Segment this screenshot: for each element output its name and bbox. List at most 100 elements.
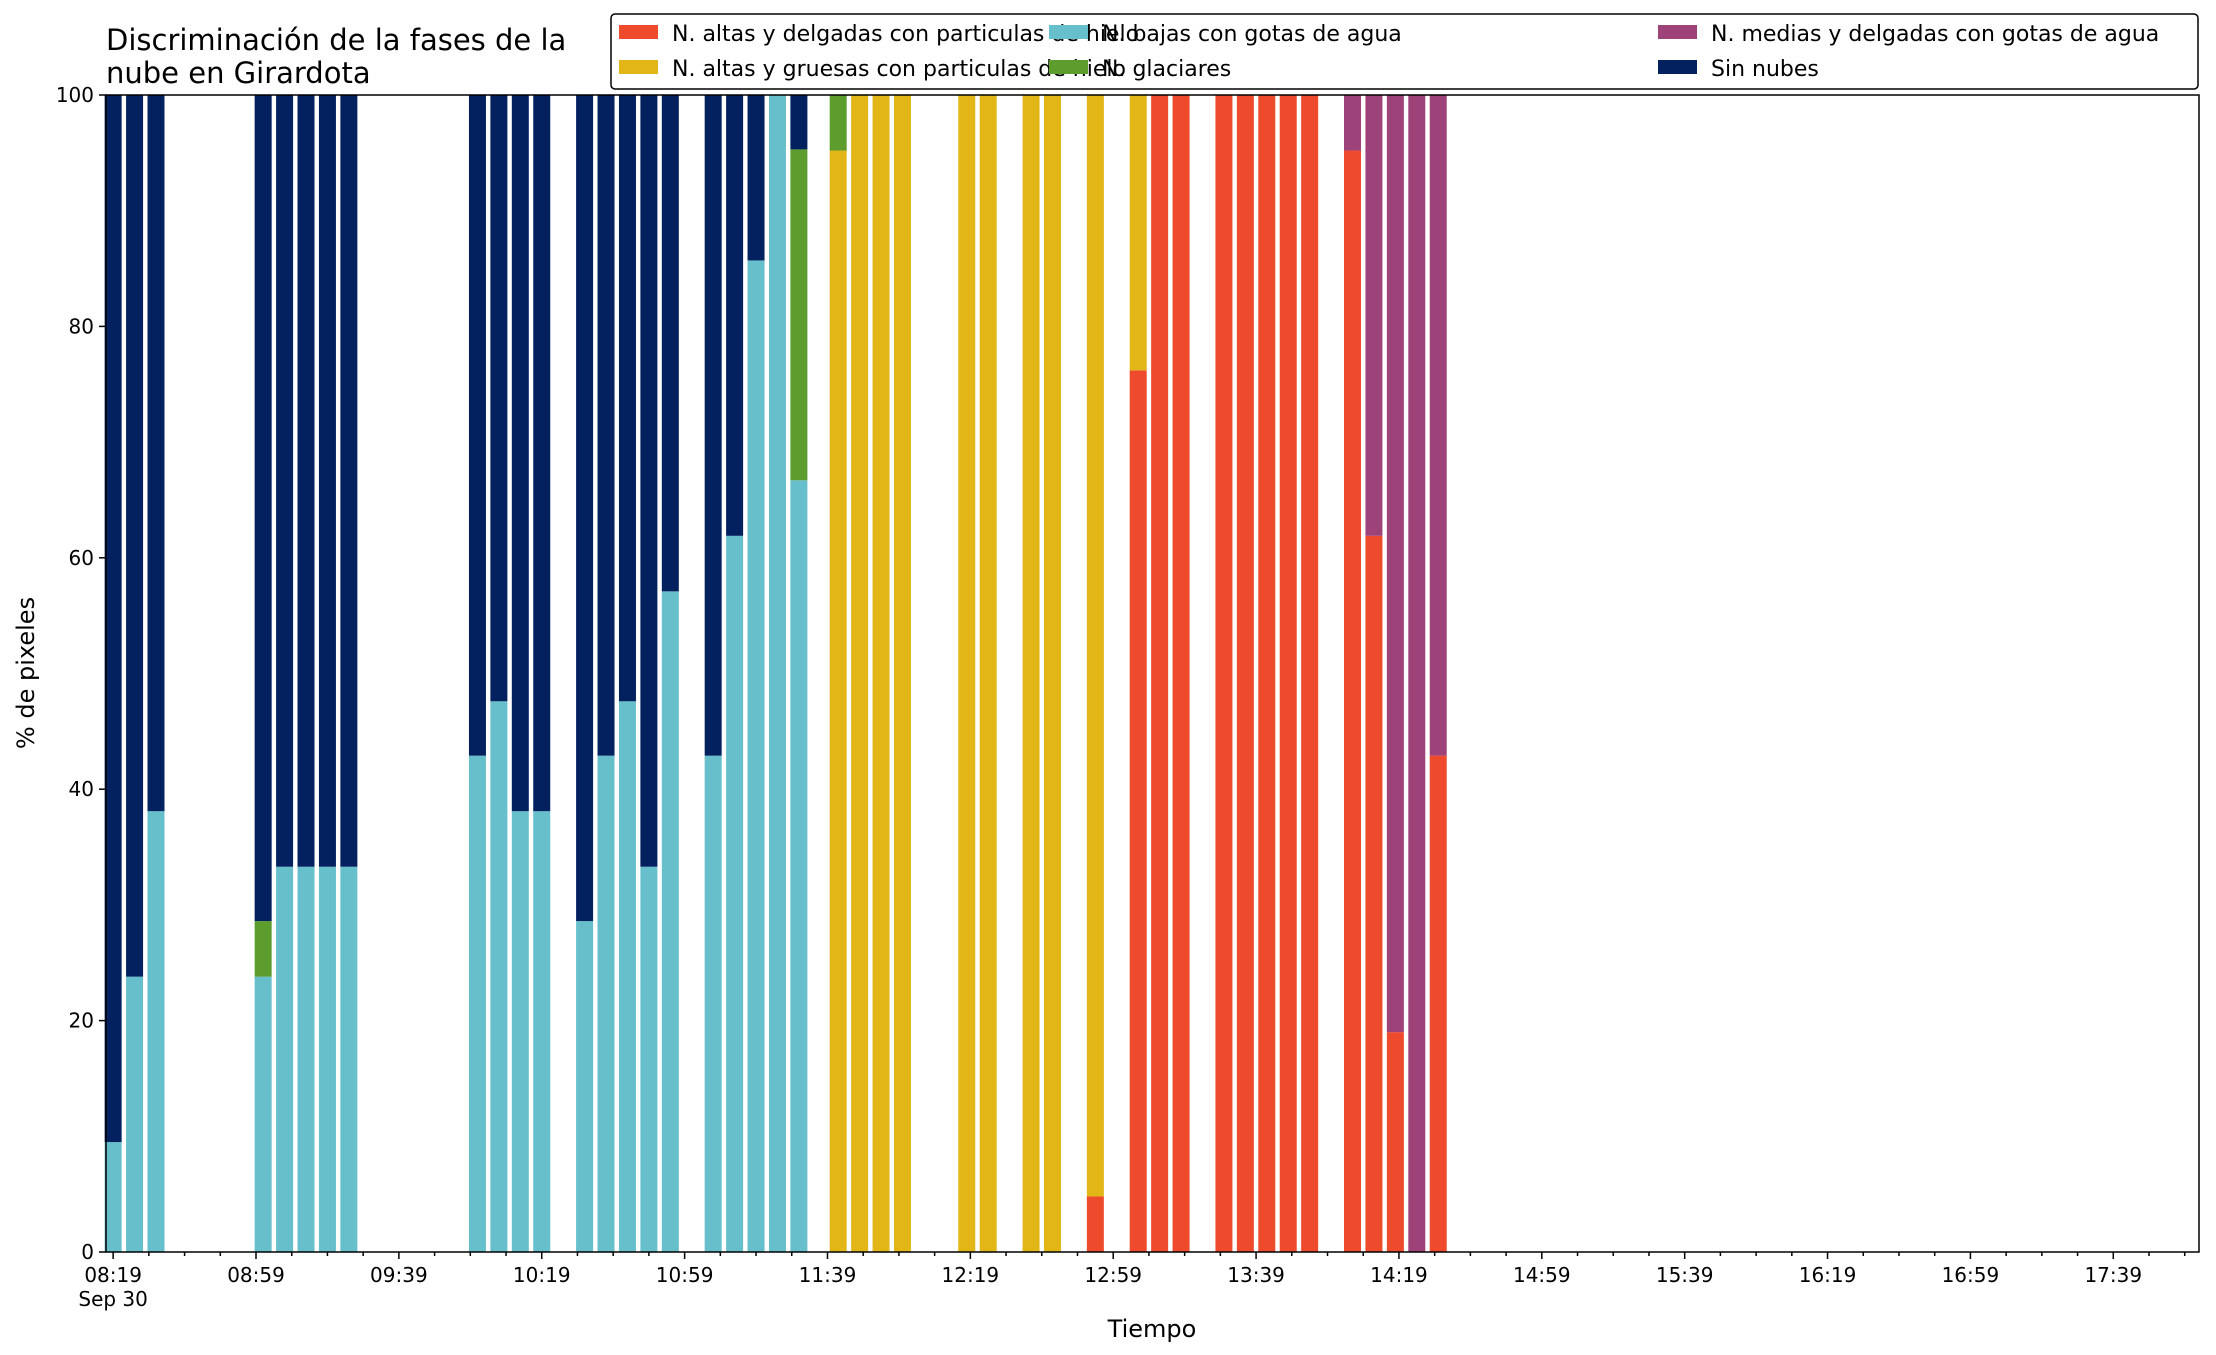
bar-segment-n-medias-y-delgadas-con-gotas-de-agua <box>1429 95 1447 756</box>
bar-segment-n-altas-y-gruesas-con-particulas-de-hielo <box>1086 95 1104 1197</box>
bar-segment-sin-nubes <box>597 95 615 756</box>
bar-segment-n-medias-y-delgadas-con-gotas-de-agua <box>1386 95 1404 1033</box>
y-tick-label: 0 <box>81 1240 94 1264</box>
bar-segment-n-bajas-con-gotas-de-agua <box>340 866 358 1252</box>
bar-segment-n-bajas-con-gotas-de-agua <box>726 535 744 1252</box>
bar-segment-n-bajas-con-gotas-de-agua <box>297 866 315 1252</box>
bar-segment-sin-nubes <box>490 95 508 702</box>
y-tick-label: 80 <box>69 314 94 338</box>
bar-segment-n-altas-y-delgadas-con-particulas-de-hielo <box>1172 95 1190 1252</box>
y-tick-label: 100 <box>56 83 94 107</box>
x-tick-label: 12:59 <box>1084 1263 1142 1287</box>
bar-segment-sin-nubes <box>704 95 722 756</box>
x-tick-label: 10:19 <box>513 1263 571 1287</box>
x-tick-label: 11:39 <box>799 1263 857 1287</box>
bar-segment-n-bajas-con-gotas-de-agua <box>490 701 508 1252</box>
bar-segment-n-altas-y-delgadas-con-particulas-de-hielo <box>1344 150 1362 1252</box>
bar-segment-sin-nubes <box>340 95 358 867</box>
x-tick-label: 14:19 <box>1370 1263 1428 1287</box>
x-tick-label: 10:59 <box>656 1263 714 1287</box>
x-tick-sublabel: Sep 30 <box>78 1287 148 1311</box>
bar-segment-n-altas-y-delgadas-con-particulas-de-hielo <box>1151 95 1169 1252</box>
legend-label-n-glaciares: N. glaciares <box>1102 57 1231 82</box>
bar-segment-n-bajas-con-gotas-de-agua <box>533 811 551 1252</box>
chart-title: Discriminación de la fases de la nube en… <box>106 23 566 90</box>
bar-segment-sin-nubes <box>254 95 272 922</box>
y-axis-label: % de pixeles <box>12 597 40 749</box>
bar-segment-n-bajas-con-gotas-de-agua <box>661 591 679 1252</box>
bar-segment-n-bajas-con-gotas-de-agua <box>704 755 722 1252</box>
legend-swatch-n-glaciares <box>1049 60 1088 74</box>
bar-segment-n-altas-y-delgadas-con-particulas-de-hielo <box>1086 1196 1104 1252</box>
bar-segment-sin-nubes <box>790 95 808 150</box>
bar-segment-sin-nubes <box>640 95 658 867</box>
bar-segment-n-altas-y-gruesas-con-particulas-de-hielo <box>872 95 890 1252</box>
bar-segment-n-altas-y-delgadas-con-particulas-de-hielo <box>1365 535 1383 1252</box>
bar-segment-n-altas-y-delgadas-con-particulas-de-hielo <box>1258 95 1276 1252</box>
bar-segment-sin-nubes <box>318 95 336 867</box>
plot-frame <box>105 94 2200 1253</box>
bar-segment-n-bajas-con-gotas-de-agua <box>576 921 594 1252</box>
bar-segment-n-altas-y-delgadas-con-particulas-de-hielo <box>1279 95 1297 1252</box>
bar-segment-n-medias-y-delgadas-con-gotas-de-agua <box>1344 95 1362 151</box>
legend-label-n-bajas-con-gotas-de-agua: N. bajas con gotas de agua <box>1102 22 1402 47</box>
x-tick-label: 08:59 <box>227 1263 285 1287</box>
bar-segment-n-glaciares <box>790 149 808 481</box>
bar-segment-n-bajas-con-gotas-de-agua <box>597 755 615 1252</box>
bar-segment-n-glaciares <box>254 921 272 977</box>
x-tick-label: 12:19 <box>942 1263 1000 1287</box>
bar-segment-sin-nubes <box>618 95 636 702</box>
x-tick-label: 13:39 <box>1227 1263 1285 1287</box>
bar-segment-n-altas-y-delgadas-con-particulas-de-hielo <box>1236 95 1254 1252</box>
x-tick-label: 16:19 <box>1799 1263 1857 1287</box>
bar-segment-n-altas-y-gruesas-con-particulas-de-hielo <box>1129 95 1147 371</box>
bar-segment-n-medias-y-delgadas-con-gotas-de-agua <box>1365 95 1383 536</box>
legend-label-n-medias-y-delgadas-con-gotas-de-agua: N. medias y delgadas con gotas de agua <box>1711 22 2159 47</box>
bar-segment-n-bajas-con-gotas-de-agua <box>747 260 765 1252</box>
y-tick-label: 20 <box>69 1009 94 1033</box>
bar-segment-n-bajas-con-gotas-de-agua <box>318 866 336 1252</box>
bar-segment-n-altas-y-delgadas-con-particulas-de-hielo <box>1215 95 1233 1252</box>
bar-segment-n-altas-y-delgadas-con-particulas-de-hielo <box>1301 95 1319 1252</box>
bar-segment-n-altas-y-gruesas-con-particulas-de-hielo <box>979 95 997 1252</box>
bar-segment-sin-nubes <box>276 95 294 867</box>
y-tick-label: 60 <box>69 546 94 570</box>
legend-swatch-n-bajas-con-gotas-de-agua <box>1049 25 1088 39</box>
bar-segment-n-altas-y-delgadas-con-particulas-de-hielo <box>1129 370 1147 1252</box>
bar-segment-n-glaciares <box>829 95 847 151</box>
bar-segment-n-bajas-con-gotas-de-agua <box>276 866 294 1252</box>
bar-segment-n-bajas-con-gotas-de-agua <box>468 755 486 1252</box>
bar-segment-n-bajas-con-gotas-de-agua <box>640 866 658 1252</box>
legend-swatch-n-altas-y-gruesas-con-particulas-de-hielo <box>619 60 658 74</box>
legend-swatch-sin-nubes <box>1658 60 1697 74</box>
bar-segment-sin-nubes <box>747 95 765 261</box>
bar-segment-n-bajas-con-gotas-de-agua <box>126 976 144 1252</box>
y-axis: 0 20 40 60 80 100 <box>56 83 106 1264</box>
bar-segment-sin-nubes <box>576 95 594 922</box>
bar-segment-n-bajas-con-gotas-de-agua <box>254 976 272 1252</box>
bar-segment-n-altas-y-gruesas-con-particulas-de-hielo <box>893 95 911 1252</box>
bar-segment-n-altas-y-delgadas-con-particulas-de-hielo <box>1429 755 1447 1252</box>
bar-segment-n-altas-y-gruesas-con-particulas-de-hielo <box>1022 95 1040 1252</box>
legend-swatch-n-altas-y-delgadas-con-particulas-de-hielo <box>619 25 658 39</box>
bar-segment-sin-nubes <box>468 95 486 756</box>
bar-segment-sin-nubes <box>661 95 679 592</box>
bar-segment-sin-nubes <box>297 95 315 867</box>
legend-label-sin-nubes: Sin nubes <box>1711 57 1819 82</box>
chart-title-line-1: Discriminación de la fases de la <box>106 23 566 57</box>
chart-title-line-2: nube en Girardota <box>106 56 371 90</box>
bars-layer <box>104 95 1447 1252</box>
bar-segment-n-altas-y-gruesas-con-particulas-de-hielo <box>1043 95 1061 1252</box>
bar-segment-sin-nubes <box>533 95 551 812</box>
bar-segment-n-altas-y-gruesas-con-particulas-de-hielo <box>851 95 869 1252</box>
bar-segment-n-altas-y-delgadas-con-particulas-de-hielo <box>1386 1032 1404 1252</box>
bar-segment-n-bajas-con-gotas-de-agua <box>511 811 529 1252</box>
x-axis-label: Tiempo <box>1107 1315 1197 1343</box>
bar-segment-n-altas-y-gruesas-con-particulas-de-hielo <box>958 95 976 1252</box>
bar-segment-n-bajas-con-gotas-de-agua <box>104 1142 122 1252</box>
legend-entries: N. altas y delgadas con particulas de hi… <box>619 22 2159 82</box>
bar-segment-n-bajas-con-gotas-de-agua <box>618 701 636 1252</box>
x-tick-label: 15:39 <box>1656 1263 1714 1287</box>
